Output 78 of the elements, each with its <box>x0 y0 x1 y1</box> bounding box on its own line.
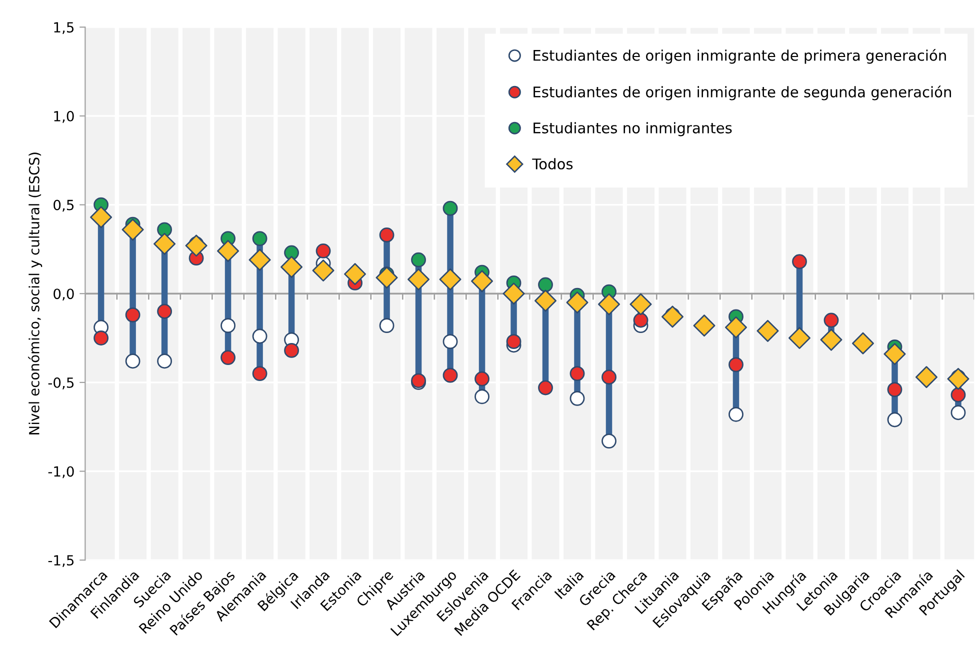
point <box>633 312 648 328</box>
point <box>376 266 398 289</box>
point <box>185 234 208 257</box>
point <box>538 380 553 396</box>
point <box>439 268 462 290</box>
y-tick-label: 0,5 <box>54 200 74 212</box>
point <box>411 252 426 268</box>
point <box>566 291 588 314</box>
y-axis-title: Nivel económico, social y cultural (ESCS) <box>28 152 42 434</box>
point <box>756 320 779 342</box>
legend-label: Estudiantes de origen inmigrante de primera generación <box>534 49 946 64</box>
point <box>474 389 490 404</box>
point <box>154 232 176 255</box>
point <box>442 200 458 216</box>
point <box>887 412 902 428</box>
point <box>693 314 716 337</box>
point <box>471 270 494 292</box>
point <box>284 245 299 260</box>
point <box>792 254 807 270</box>
y-tick-label: -0,5 <box>48 377 74 390</box>
point <box>442 334 458 350</box>
point <box>125 354 140 369</box>
point <box>887 382 902 397</box>
point <box>915 366 938 388</box>
point <box>248 248 271 271</box>
point <box>662 306 684 328</box>
point <box>950 405 966 420</box>
point <box>502 282 525 305</box>
point <box>852 332 874 354</box>
point <box>474 371 490 386</box>
legend-label: Todos <box>532 158 573 170</box>
point <box>252 328 268 344</box>
point <box>379 318 394 334</box>
y-tick-label: -1,0 <box>48 466 74 478</box>
point <box>344 263 366 286</box>
legend-label: Estudiantes de origen inmigrante de segunda generación <box>534 86 951 100</box>
point <box>506 334 522 350</box>
point <box>538 277 553 292</box>
y-tick-label: 1,5 <box>54 22 74 34</box>
point <box>820 328 842 351</box>
point <box>125 307 140 322</box>
point <box>379 228 394 242</box>
point <box>788 327 810 350</box>
y-tick-label: 0,0 <box>54 288 74 300</box>
point <box>94 330 109 346</box>
point <box>884 343 906 366</box>
point <box>598 293 620 316</box>
point <box>252 366 268 382</box>
point <box>570 390 585 406</box>
point <box>725 316 747 338</box>
point <box>220 350 236 366</box>
point <box>252 231 268 246</box>
y-tick-label: -1,5 <box>48 555 74 567</box>
point <box>157 222 172 238</box>
point <box>217 240 240 262</box>
point <box>408 268 430 290</box>
point <box>534 290 557 312</box>
point <box>280 256 303 278</box>
point <box>312 260 334 282</box>
point <box>570 366 585 382</box>
legend-label: Estudiantes no inmigrantes <box>534 122 732 136</box>
point <box>728 357 744 372</box>
point <box>157 354 172 369</box>
point <box>602 370 616 385</box>
point <box>728 406 744 422</box>
point <box>90 206 112 228</box>
point <box>602 434 616 449</box>
point <box>284 342 299 358</box>
y-tick-label: 1,0 <box>54 110 74 123</box>
point <box>122 218 144 241</box>
point <box>316 244 331 258</box>
point <box>947 368 970 390</box>
point <box>824 312 839 328</box>
point <box>442 368 458 383</box>
point <box>220 318 236 334</box>
point <box>157 304 172 319</box>
point <box>950 387 966 402</box>
point <box>630 293 652 316</box>
